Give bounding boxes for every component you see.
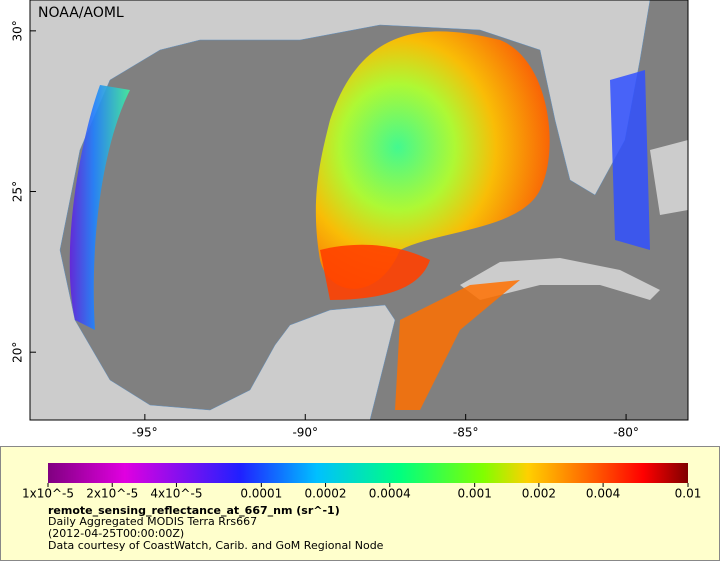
data-patch	[610, 70, 650, 250]
colorbar-tick-label: 0.002	[522, 487, 556, 501]
colorbar-tick-label: 0.0004	[369, 487, 411, 501]
colorbar-tick-label: 0.0001	[240, 487, 282, 501]
legend: remote_sensing_reflectance_at_667_nm (sr…	[22, 483, 701, 552]
axes: -95° -90° -85° -80° 20° 25° 30°	[11, 20, 639, 439]
cuba	[460, 258, 660, 300]
legend-title: remote_sensing_reflectance_at_667_nm (sr…	[48, 504, 340, 517]
legend-line: Data courtesy of CoastWatch, Carib. and …	[48, 539, 384, 552]
map-frame	[29, 0, 689, 421]
colorbar-tick-label: 0.001	[457, 487, 491, 501]
map-area	[30, 0, 688, 420]
x-tick-label: -85°	[453, 426, 479, 440]
y-tick-label: 25°	[11, 181, 25, 202]
x-tick-label: -95°	[132, 426, 158, 440]
colorbar-tick-label: 0.01	[675, 487, 702, 501]
legend-line: (2012-04-25T00:00:00Z)	[48, 527, 184, 540]
y-tick-label: 20°	[11, 342, 25, 363]
x-tick-label: -90°	[292, 426, 318, 440]
x-tick-label: -80°	[613, 426, 639, 440]
legend-line: Daily Aggregated MODIS Terra Rrs667	[48, 515, 257, 528]
y-tick-label: 30°	[11, 20, 25, 41]
data-patch	[315, 31, 550, 289]
credit: NOAA/AOML	[38, 5, 124, 21]
data-patch	[320, 244, 430, 300]
colorbar-tick-label: 2x10^-5	[86, 487, 138, 501]
data-patch	[69, 85, 130, 330]
data-patch	[395, 280, 520, 410]
colorbar-tick-label: 0.004	[586, 487, 620, 501]
bahamas	[650, 140, 688, 215]
colorbar-tick-label: 0.0002	[305, 487, 347, 501]
colorbar	[48, 463, 688, 483]
colorbar-tick-label: 1x10^-5	[22, 487, 74, 501]
colorbar-tick-label: 4x10^-5	[150, 487, 202, 501]
land	[30, 0, 651, 420]
